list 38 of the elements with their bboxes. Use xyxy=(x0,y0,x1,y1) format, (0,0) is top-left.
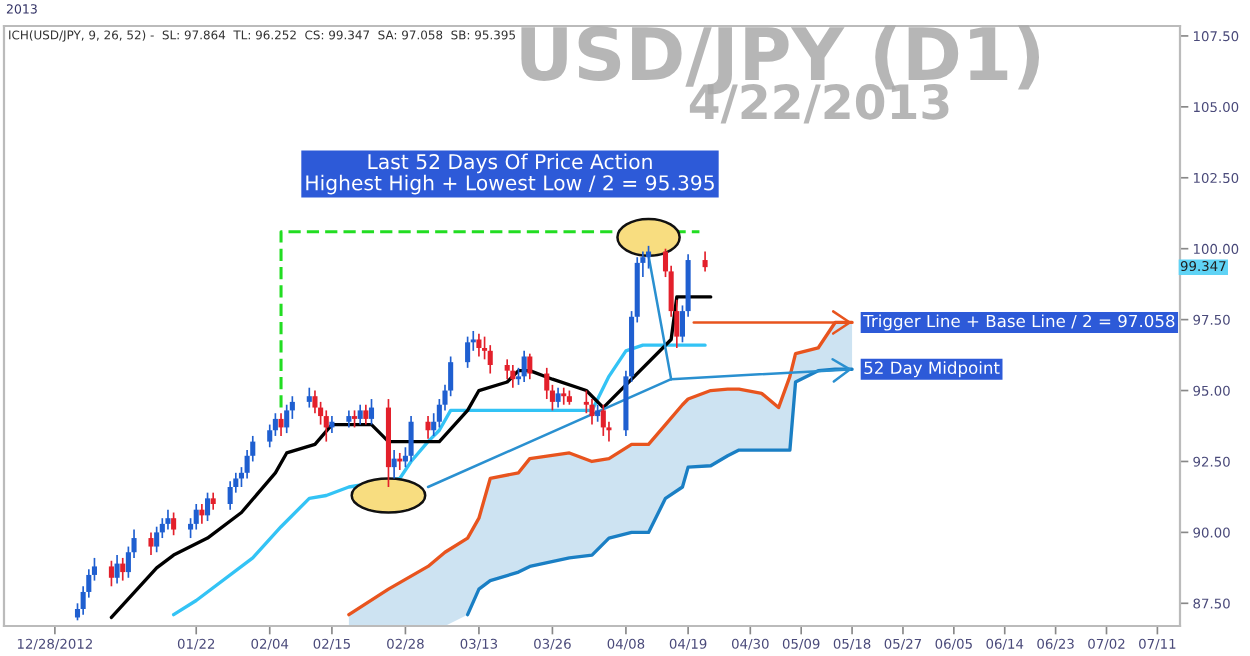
annotation: 52 Day Midpoint xyxy=(864,361,1000,378)
candlestick xyxy=(504,358,510,381)
candlestick xyxy=(120,557,126,582)
annotation: Trigger Line + Base Line / 2 = 97.058 xyxy=(863,314,1175,331)
candlestick xyxy=(510,364,516,389)
candlestick xyxy=(527,352,533,381)
candlestick xyxy=(227,480,233,511)
candlestick xyxy=(148,531,154,556)
candlestick xyxy=(408,415,414,463)
candlestick xyxy=(363,403,369,426)
candlestick xyxy=(278,412,284,437)
candlestick xyxy=(555,386,561,409)
candlestick xyxy=(108,559,114,588)
candlestick xyxy=(193,503,199,531)
candlestick xyxy=(114,554,120,585)
candlestick xyxy=(465,335,471,369)
candlestick xyxy=(487,344,493,375)
candlestick xyxy=(476,332,482,358)
candlestick xyxy=(702,250,708,273)
candlestick xyxy=(561,386,567,406)
line-series xyxy=(465,367,854,617)
line-series xyxy=(109,295,713,620)
candlestick xyxy=(600,403,606,437)
candlestick xyxy=(357,403,363,426)
candlestick xyxy=(165,508,171,531)
annotation: Last 52 Days Of Price Action Highest High + Lowest Low / 2 = 95.395 xyxy=(306,153,714,195)
candlestick xyxy=(425,415,431,440)
line-series xyxy=(171,343,707,617)
candlestick xyxy=(323,409,329,443)
candlestick xyxy=(171,511,177,537)
candlestick xyxy=(306,386,312,409)
candlestick xyxy=(284,403,290,434)
candlestick xyxy=(154,525,160,554)
candlestick xyxy=(204,491,211,522)
candlestick xyxy=(521,349,527,383)
candlestick xyxy=(589,398,595,426)
candlestick xyxy=(368,398,375,426)
candlestick xyxy=(391,449,397,480)
